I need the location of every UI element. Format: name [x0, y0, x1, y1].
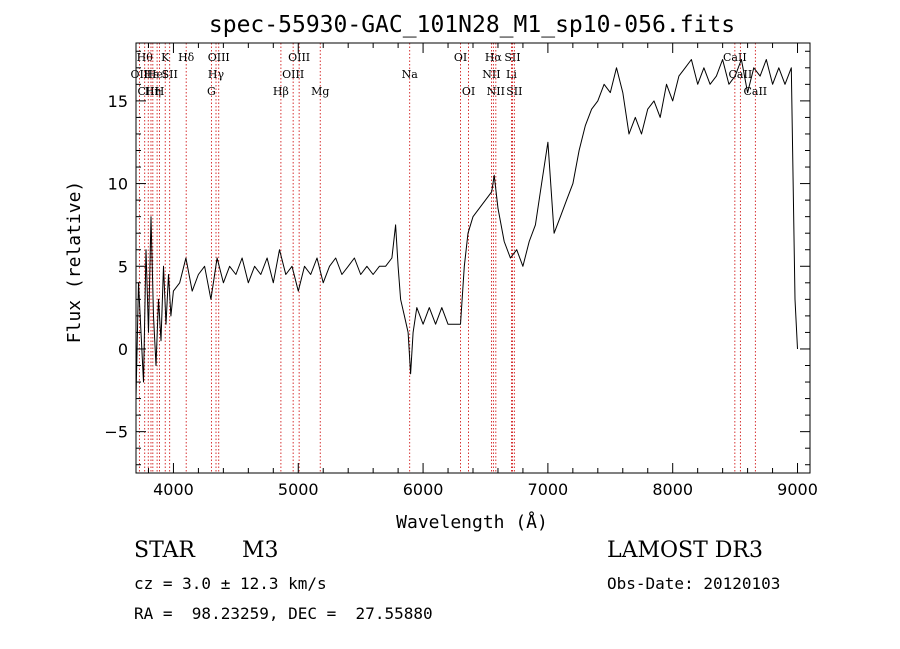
line-label-28: CaII [743, 85, 767, 98]
y-tick-label-3: 10 [108, 175, 128, 194]
plot-frame [135, 42, 811, 474]
line-label-25: SII [506, 85, 522, 98]
line-label-13: Hβ [273, 85, 289, 98]
x-tick-label-3: 7000 [528, 480, 569, 499]
x-tick-label-4: 8000 [652, 480, 693, 499]
x-tick-label-0: 4000 [153, 480, 194, 499]
redshift-velocity: cz = 3.0 ± 12.3 km/s [134, 574, 327, 593]
series-line-0 [135, 59, 798, 399]
emission-line-markers: OIIHθCIIIHεHηHeIHKSIIHδGHγOIIIHβOIIIOIII… [131, 43, 767, 473]
line-label-16: Mg [311, 85, 329, 98]
line-label-10: G [207, 85, 216, 98]
y-tick-label-4: 15 [108, 92, 128, 111]
x-tick-label-5: 9000 [777, 480, 818, 499]
survey-name: LAMOST DR3 [607, 538, 763, 563]
y-tick-label-1: 0 [118, 340, 128, 359]
line-label-20: NII [482, 68, 500, 81]
line-label-24: SII [504, 51, 520, 64]
chart-title: spec-55930-GAC_101N28_M1_sp10-056.fits [209, 12, 735, 38]
spectrum-series [135, 59, 798, 399]
line-label-1: Hθ [137, 51, 154, 64]
x-axis-label: Wavelength (Å) [396, 511, 548, 533]
line-label-5: HeI [147, 68, 167, 81]
line-label-14: OIII [282, 68, 304, 81]
line-label-2: CIII [138, 85, 159, 98]
line-label-19: OI [462, 85, 475, 98]
line-label-9: Hδ [178, 51, 195, 64]
object-subclass: M3 [242, 538, 279, 563]
line-label-18: OI [454, 51, 467, 64]
line-label-26: CaII [723, 51, 747, 64]
line-label-4: Hη [145, 85, 161, 98]
line-label-17: Na [402, 68, 419, 81]
line-label-12: OIII [208, 51, 230, 64]
line-label-15: OIII [288, 51, 310, 64]
line-label-11: Hγ [208, 68, 225, 81]
object-class: STAR [134, 538, 195, 563]
line-label-6: H [155, 85, 165, 98]
line-label-3: Hε [143, 68, 159, 81]
y-tick-label-0: −5 [104, 423, 128, 442]
x-tick-label-2: 6000 [403, 480, 444, 499]
y-axis-label: Flux (relative) [64, 181, 85, 344]
sky-coordinates: RA = 98.23259, DEC = 27.55880 [134, 604, 433, 623]
line-label-27: CaII [729, 68, 753, 81]
line-label-8: SII [162, 68, 178, 81]
y-tick-label-2: 5 [118, 257, 128, 276]
line-label-7: K [161, 51, 170, 64]
observation-date: Obs-Date: 20120103 [607, 574, 781, 593]
line-label-21: Hα [485, 51, 503, 64]
line-label-22: NII [487, 85, 505, 98]
x-tick-label-1: 5000 [278, 480, 319, 499]
line-label-23: Li [506, 68, 517, 81]
axes: 4000 5000 6000 7000 8000 9000 −5 0 5 10 15 [104, 42, 818, 499]
line-label-0: OII [131, 68, 149, 81]
